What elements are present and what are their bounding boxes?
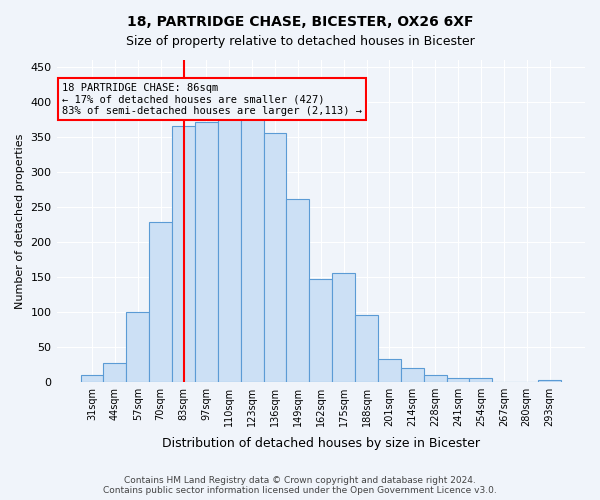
Bar <box>103 364 127 382</box>
Bar <box>127 312 149 382</box>
Bar <box>310 279 332 382</box>
Text: 18 PARTRIDGE CHASE: 86sqm
← 17% of detached houses are smaller (427)
83% of semi: 18 PARTRIDGE CHASE: 86sqm ← 17% of detac… <box>62 82 362 116</box>
Bar <box>424 374 446 382</box>
Text: Size of property relative to detached houses in Bicester: Size of property relative to detached ho… <box>125 35 475 48</box>
Bar <box>218 120 241 382</box>
Bar <box>149 222 172 382</box>
Bar <box>80 374 103 382</box>
Bar <box>286 199 310 382</box>
Text: Contains HM Land Registry data © Crown copyright and database right 2024.
Contai: Contains HM Land Registry data © Crown c… <box>103 476 497 495</box>
Bar <box>401 368 424 382</box>
Bar <box>469 378 493 382</box>
Bar <box>263 134 286 382</box>
X-axis label: Distribution of detached houses by size in Bicester: Distribution of detached houses by size … <box>162 437 480 450</box>
Text: 18, PARTRIDGE CHASE, BICESTER, OX26 6XF: 18, PARTRIDGE CHASE, BICESTER, OX26 6XF <box>127 15 473 29</box>
Bar <box>538 380 561 382</box>
Bar <box>172 126 195 382</box>
Bar <box>378 360 401 382</box>
Bar <box>355 315 378 382</box>
Y-axis label: Number of detached properties: Number of detached properties <box>15 133 25 308</box>
Bar <box>446 378 469 382</box>
Bar <box>332 274 355 382</box>
Bar <box>195 122 218 382</box>
Bar <box>241 120 263 382</box>
